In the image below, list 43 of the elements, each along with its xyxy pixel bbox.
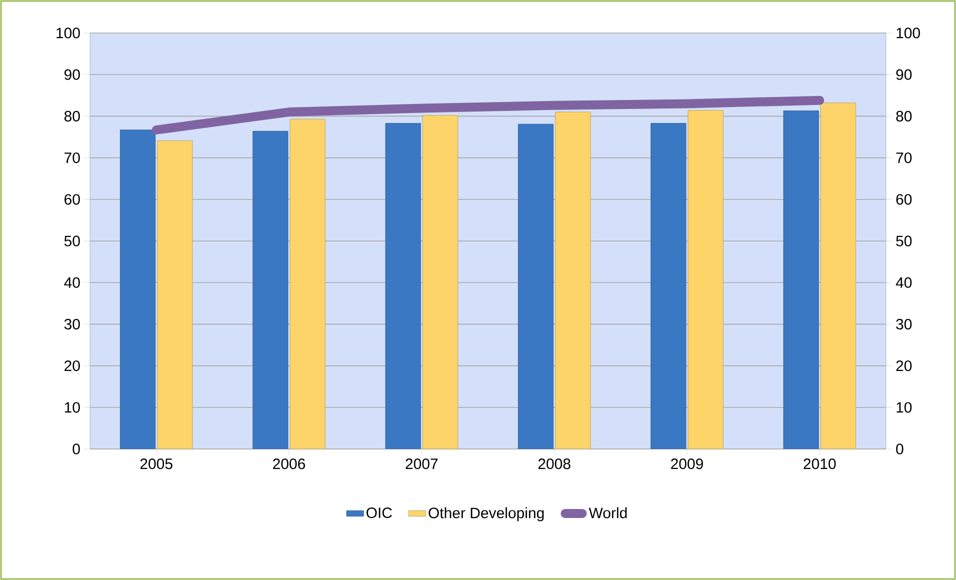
bar <box>688 110 724 449</box>
y2-tick-label: 60 <box>896 194 912 205</box>
y-tick-label: 80 <box>64 110 80 122</box>
bar <box>518 124 554 449</box>
y-tick-label: 10 <box>64 402 80 413</box>
legend-label: World <box>588 507 627 518</box>
y2-tick-label: 70 <box>896 152 912 164</box>
y-tick-label: 20 <box>64 360 80 372</box>
y2-tick-label: 100 <box>896 28 920 38</box>
bar <box>157 140 193 449</box>
y-tick-label: 60 <box>64 194 80 205</box>
y-tick-label: 90 <box>64 69 80 80</box>
bar <box>783 110 819 449</box>
y2-tick-label: 20 <box>896 360 912 372</box>
bar <box>252 130 288 449</box>
bar <box>820 102 856 449</box>
y-tick-label: 0 <box>72 444 80 454</box>
bar <box>385 123 421 449</box>
x-tick-label: 2006 <box>273 458 306 470</box>
x-tick-label: 2008 <box>538 458 570 470</box>
x-tick-label: 2005 <box>140 458 172 470</box>
y2-tick-label: 30 <box>896 318 912 330</box>
y-tick-label: 30 <box>64 318 80 330</box>
y2-tick-label: 80 <box>896 110 912 122</box>
bar <box>290 118 326 449</box>
bar <box>422 115 458 449</box>
bar <box>555 112 591 449</box>
y2-tick-label: 50 <box>896 236 912 246</box>
y-tick-label: 50 <box>64 236 80 246</box>
x-tick-label: 2007 <box>406 458 438 470</box>
legend-label: OIC <box>366 507 392 518</box>
y2-tick-label: 10 <box>896 402 912 413</box>
y-tick-label: 70 <box>64 152 80 164</box>
bar <box>120 130 156 449</box>
y-tick-label: 100 <box>56 28 80 38</box>
y2-tick-label: 40 <box>896 277 912 288</box>
y-tick-label: 40 <box>64 277 80 288</box>
y2-tick-label: 0 <box>896 444 904 454</box>
x-tick-label: 2009 <box>671 458 703 470</box>
legend-label: Other Developing <box>428 507 544 522</box>
bar <box>650 123 686 449</box>
x-tick-label: 2010 <box>804 458 836 470</box>
y2-tick-label: 90 <box>896 69 912 80</box>
